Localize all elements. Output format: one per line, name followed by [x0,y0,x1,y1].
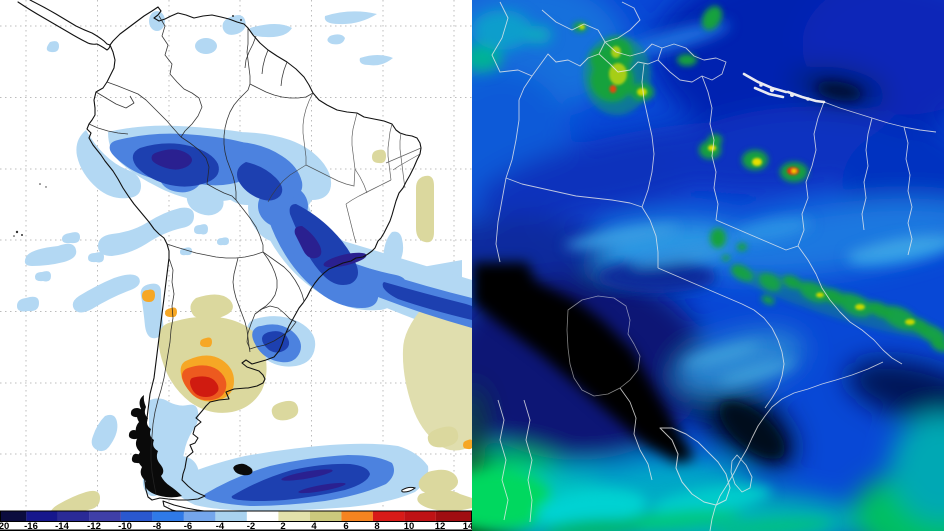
svg-text:-8: -8 [153,521,161,531]
svg-text:-14: -14 [55,521,69,531]
svg-text:12: 12 [435,521,446,531]
svg-text:14: 14 [463,521,472,531]
svg-text:20: 20 [0,521,9,531]
svg-text:-10: -10 [118,521,132,531]
svg-text:-4: -4 [216,521,225,531]
svg-text:8: 8 [374,521,379,531]
svg-text:-6: -6 [184,521,192,531]
svg-text:-2: -2 [247,521,255,531]
svg-text:10: 10 [404,521,415,531]
svg-text:-16: -16 [24,521,38,531]
svg-text:2: 2 [280,521,285,531]
svg-text:-12: -12 [87,521,101,531]
svg-text:4: 4 [311,521,317,531]
svg-text:6: 6 [343,521,348,531]
